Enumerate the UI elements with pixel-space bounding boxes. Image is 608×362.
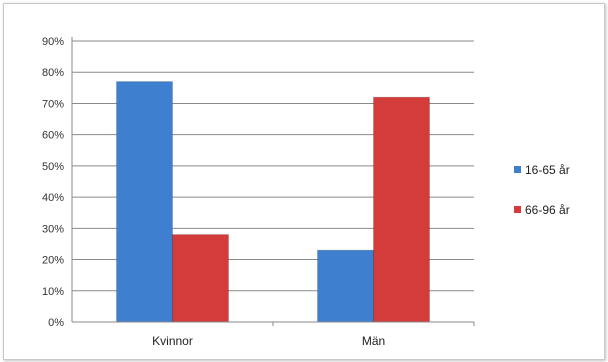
y-tick-label: 60%: [42, 130, 64, 142]
legend-label: 66-96 år: [525, 203, 570, 217]
bar: [172, 234, 229, 323]
x-axis-category-labels: Kvinnor Män: [152, 334, 385, 348]
y-tick-label: 0%: [48, 317, 64, 329]
y-tick-label: 40%: [42, 192, 64, 204]
x-category-label: Män: [362, 334, 385, 348]
legend-swatch: [514, 206, 521, 213]
x-category-label: Kvinnor: [152, 334, 193, 348]
bar: [317, 249, 374, 323]
bar: [116, 81, 173, 323]
y-axis-tick-labels: 0% 10% 20% 30% 40% 50% 60% 70% 80% 90%: [42, 36, 64, 329]
y-tick-label: 10%: [42, 286, 64, 298]
y-tick-label: 80%: [42, 67, 64, 79]
chart-frame: 0% 10% 20% 30% 40% 50% 60% 70% 80% 90% Kvinnor Män…: [3, 3, 605, 360]
y-tick-label: 90%: [42, 36, 64, 48]
legend-label: 16-65 år: [525, 163, 570, 177]
y-tick-label: 50%: [42, 161, 64, 173]
legend-swatch: [514, 166, 521, 173]
axes: [71, 37, 475, 326]
bar-chart: 0% 10% 20% 30% 40% 50% 60% 70% 80% 90% Kvinnor Män…: [42, 36, 570, 348]
legend: 16-65 år 66-96 år: [514, 163, 570, 217]
y-tick-label: 30%: [42, 223, 64, 235]
bar: [373, 96, 430, 323]
y-tick-label: 20%: [42, 255, 64, 267]
bars: [116, 81, 430, 323]
y-tick-label: 70%: [42, 98, 64, 110]
